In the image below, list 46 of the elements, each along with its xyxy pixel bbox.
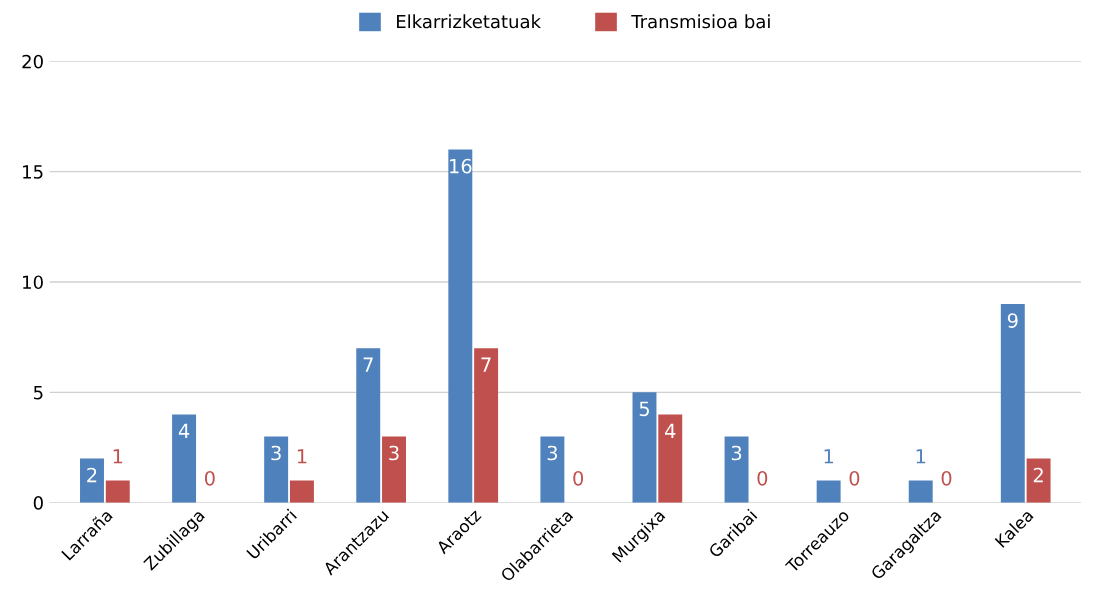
legend-label: Transmisioa bai: [631, 14, 770, 29]
data-label: 0: [849, 470, 860, 486]
bar: [632, 392, 657, 503]
bar: [356, 348, 381, 503]
bar: [1000, 304, 1025, 503]
y-tick-label: 0: [33, 496, 43, 510]
bar: [724, 436, 749, 503]
bar: [289, 480, 314, 503]
bar: [816, 480, 841, 503]
data-label: 1: [113, 449, 123, 464]
bar: [105, 480, 130, 503]
data-label: 16: [450, 158, 472, 174]
y-tick-label: 5: [33, 386, 43, 400]
data-label: 3: [731, 445, 742, 461]
bar: [474, 348, 499, 503]
data-label: 3: [271, 445, 281, 461]
data-label: 5: [639, 401, 649, 417]
data-label: 0: [941, 470, 952, 486]
data-label: 1: [916, 449, 926, 464]
y-tick-label: 15: [23, 165, 43, 179]
data-label: 0: [757, 470, 768, 486]
data-label: 4: [178, 423, 190, 438]
bar: [540, 436, 565, 503]
bar: [1026, 458, 1051, 503]
data-label: 2: [1033, 467, 1043, 483]
data-label: 0: [204, 470, 215, 486]
data-label: 4: [665, 423, 676, 438]
bar: [448, 149, 473, 503]
data-label: 7: [481, 357, 491, 372]
bar: [658, 414, 683, 503]
data-label: 1: [824, 449, 834, 464]
data-label: 3: [547, 445, 558, 461]
data-label: 7: [363, 357, 373, 372]
bar: [80, 458, 104, 503]
y-tick-label: 20: [22, 54, 43, 69]
bar: [382, 436, 406, 503]
legend-label: Elkarrizketatuak: [397, 14, 541, 29]
data-label: 3: [389, 445, 399, 461]
data-label: 1: [297, 449, 307, 464]
bar: [908, 480, 933, 503]
data-label: 2: [87, 467, 97, 483]
data-label: 0: [573, 470, 584, 486]
y-tick-label: 10: [23, 275, 43, 290]
data-label: 9: [1007, 313, 1018, 328]
bar: [264, 436, 289, 503]
bar: [172, 414, 197, 503]
